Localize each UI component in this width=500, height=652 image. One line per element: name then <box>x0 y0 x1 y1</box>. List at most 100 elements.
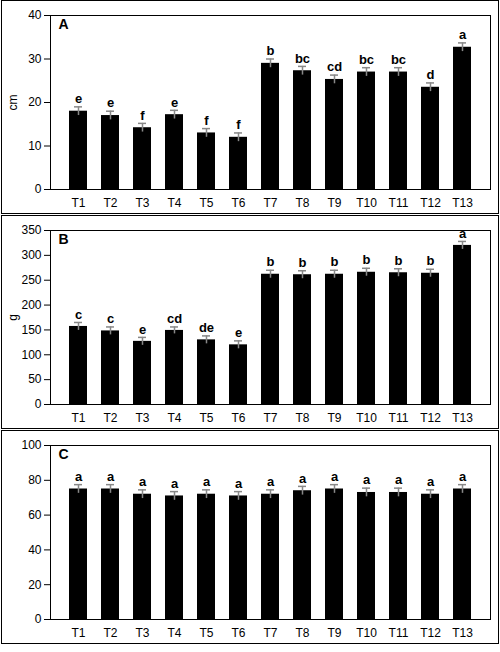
svg-text:T3: T3 <box>135 196 149 210</box>
svg-text:a: a <box>363 472 371 487</box>
svg-text:e: e <box>75 91 82 106</box>
svg-text:T11: T11 <box>389 411 409 425</box>
svg-text:T9: T9 <box>327 196 341 210</box>
svg-text:100: 100 <box>21 438 41 452</box>
svg-text:T7: T7 <box>263 196 277 210</box>
svg-text:bc: bc <box>391 52 406 67</box>
svg-text:T4: T4 <box>167 196 181 210</box>
svg-text:B: B <box>59 231 69 247</box>
svg-text:T5: T5 <box>199 196 213 210</box>
svg-text:b: b <box>363 252 371 267</box>
svg-text:a: a <box>459 469 467 484</box>
svg-text:a: a <box>331 469 339 484</box>
svg-text:a: a <box>235 476 243 491</box>
svg-text:b: b <box>395 253 403 268</box>
svg-text:a: a <box>459 226 467 241</box>
svg-text:T7: T7 <box>263 411 277 425</box>
svg-text:c: c <box>107 311 114 326</box>
svg-text:b: b <box>267 254 275 269</box>
svg-text:cm: cm <box>6 95 20 111</box>
svg-text:30: 30 <box>28 52 42 66</box>
svg-text:T10: T10 <box>356 626 377 640</box>
svg-text:20: 20 <box>28 95 42 109</box>
svg-text:T5: T5 <box>199 411 213 425</box>
svg-text:a: a <box>107 469 115 484</box>
svg-text:A: A <box>59 16 69 32</box>
svg-text:a: a <box>395 472 403 487</box>
svg-text:e: e <box>235 325 242 340</box>
svg-text:T11: T11 <box>389 196 409 210</box>
svg-text:0: 0 <box>35 182 42 196</box>
svg-text:g: g <box>6 314 20 321</box>
svg-text:T8: T8 <box>295 626 309 640</box>
svg-text:0: 0 <box>35 612 42 626</box>
svg-text:T5: T5 <box>199 626 213 640</box>
svg-text:300: 300 <box>21 248 41 262</box>
svg-text:b: b <box>331 254 339 269</box>
svg-text:60: 60 <box>28 508 42 522</box>
svg-text:T3: T3 <box>135 411 149 425</box>
svg-text:e: e <box>107 95 114 110</box>
svg-text:c: c <box>75 307 82 322</box>
svg-text:a: a <box>203 474 211 489</box>
svg-text:a: a <box>75 469 83 484</box>
svg-text:T4: T4 <box>167 411 181 425</box>
svg-text:T8: T8 <box>295 196 309 210</box>
svg-text:a: a <box>459 27 467 42</box>
svg-text:T11: T11 <box>389 626 409 640</box>
svg-text:250: 250 <box>21 273 41 287</box>
svg-text:T4: T4 <box>167 626 181 640</box>
svg-text:T2: T2 <box>103 411 117 425</box>
svg-text:a: a <box>139 474 147 489</box>
svg-text:cd: cd <box>167 311 182 326</box>
svg-text:T7: T7 <box>263 626 277 640</box>
svg-text:T9: T9 <box>327 411 341 425</box>
svg-text:T1: T1 <box>71 196 85 210</box>
svg-text:T9: T9 <box>327 626 341 640</box>
svg-text:f: f <box>140 108 145 123</box>
svg-text:b: b <box>267 43 275 58</box>
svg-text:T13: T13 <box>452 411 473 425</box>
svg-text:T3: T3 <box>135 626 149 640</box>
svg-text:f: f <box>236 117 241 132</box>
svg-text:T2: T2 <box>103 196 117 210</box>
svg-text:T13: T13 <box>452 626 473 640</box>
svg-text:T6: T6 <box>231 196 245 210</box>
svg-text:C: C <box>59 446 69 462</box>
svg-text:350: 350 <box>21 223 41 237</box>
svg-text:T8: T8 <box>295 411 309 425</box>
svg-text:b: b <box>427 253 435 268</box>
svg-text:100: 100 <box>21 348 41 362</box>
svg-text:a: a <box>299 471 307 486</box>
svg-text:40: 40 <box>28 8 42 22</box>
svg-text:a: a <box>171 476 179 491</box>
svg-text:T12: T12 <box>420 626 441 640</box>
svg-text:T12: T12 <box>420 411 441 425</box>
svg-text:T12: T12 <box>420 196 441 210</box>
svg-text:e: e <box>139 322 146 337</box>
svg-text:T2: T2 <box>103 626 117 640</box>
svg-text:20: 20 <box>28 578 42 592</box>
svg-text:b: b <box>299 255 307 270</box>
svg-text:200: 200 <box>21 298 41 312</box>
svg-text:T10: T10 <box>356 411 377 425</box>
svg-text:T6: T6 <box>231 626 245 640</box>
svg-text:a: a <box>427 474 435 489</box>
svg-text:40: 40 <box>28 543 42 557</box>
svg-text:T13: T13 <box>452 196 473 210</box>
svg-text:a: a <box>267 474 275 489</box>
svg-text:de: de <box>199 320 214 335</box>
svg-text:f: f <box>204 113 209 128</box>
svg-text:d: d <box>427 67 435 82</box>
svg-text:bc: bc <box>295 51 310 66</box>
svg-text:T1: T1 <box>71 626 85 640</box>
svg-text:e: e <box>171 94 178 109</box>
svg-text:10: 10 <box>28 139 42 153</box>
svg-text:0: 0 <box>35 397 42 411</box>
svg-text:cd: cd <box>327 59 342 74</box>
svg-text:50: 50 <box>28 372 42 386</box>
svg-text:150: 150 <box>21 323 41 337</box>
svg-text:80: 80 <box>28 473 42 487</box>
svg-text:T10: T10 <box>356 196 377 210</box>
svg-text:T6: T6 <box>231 411 245 425</box>
